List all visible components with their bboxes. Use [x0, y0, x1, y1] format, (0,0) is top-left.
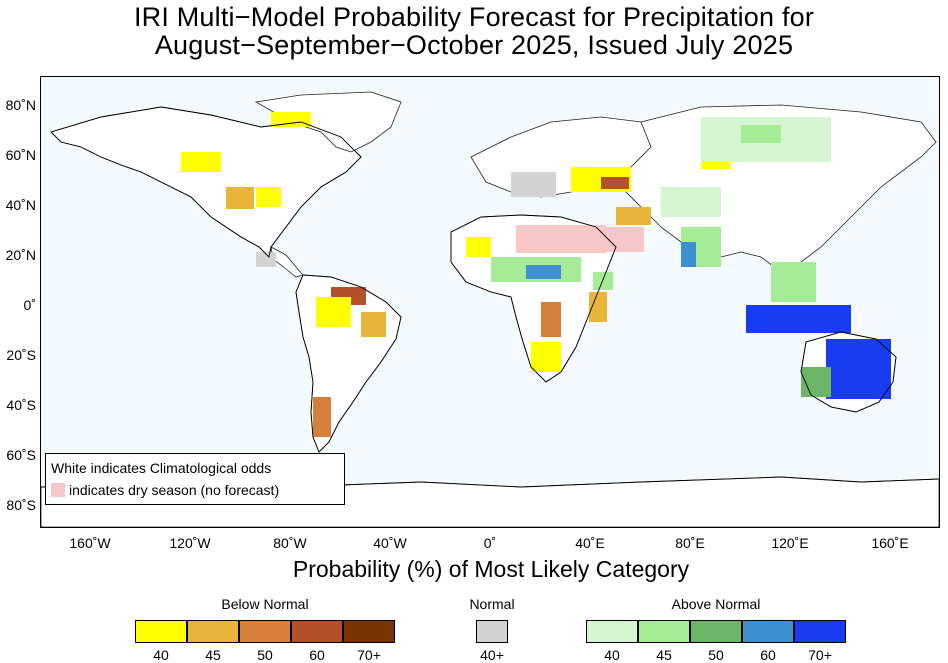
normal-title: Normal — [469, 596, 515, 612]
lat-label-80n: 80˚N — [5, 97, 36, 113]
below-label-60: 60 — [309, 647, 325, 663]
legend-climatological-text: White indicates Climatological odds — [51, 460, 272, 476]
below-africa-central — [541, 302, 561, 337]
below-east-africa — [589, 292, 607, 322]
lat-label-20n: 20˚N — [5, 247, 36, 263]
above-east-africa — [593, 272, 613, 290]
below-label-70: 70+ — [357, 647, 381, 663]
forecast-map — [40, 76, 940, 528]
above-siberia-2 — [741, 125, 781, 143]
normal-mexico — [256, 252, 276, 267]
below-us-west — [226, 187, 254, 209]
lon-label-40w: 40˚W — [373, 535, 407, 551]
dry-arabia — [589, 227, 644, 252]
lon-label-40e: 40˚E — [575, 535, 605, 551]
dry-season-areas — [516, 225, 644, 253]
lat-label-0: 0˚ — [23, 297, 36, 313]
normal-europe — [511, 172, 556, 197]
above-india-west — [681, 242, 696, 267]
lat-label-20s: 20˚S — [6, 347, 36, 363]
below-iran — [616, 207, 651, 225]
normal-label: 40+ — [480, 647, 504, 663]
above-label-50: 50 — [708, 647, 724, 663]
map-title-line2: August−September−October 2025, Issued Ju… — [154, 30, 794, 60]
below-swatch-60 — [291, 620, 343, 643]
above-label-40: 40 — [604, 647, 620, 663]
above-label-45: 45 — [656, 647, 672, 663]
below-normal-areas — [181, 112, 731, 437]
above-australia — [826, 339, 891, 399]
below-label-45: 45 — [205, 647, 221, 663]
lon-label-120e: 120˚E — [771, 535, 809, 551]
colorbar-title: Probability (%) of Most Likely Category — [292, 556, 690, 582]
above-southeast-asia — [771, 262, 816, 302]
map-title-line1: IRI Multi−Model Probability Forecast for… — [133, 2, 815, 32]
above-normal-areas — [491, 117, 891, 399]
lat-label-40n: 40˚N — [5, 197, 36, 213]
above-central-asia — [661, 187, 721, 217]
above-swatch-45 — [638, 620, 690, 643]
legend-dry-season-text: indicates dry season (no forecast) — [69, 482, 280, 498]
below-west-africa — [466, 237, 491, 257]
below-canada — [181, 152, 221, 172]
lat-label-60n: 60˚N — [5, 147, 36, 163]
below-greenland — [271, 112, 311, 127]
lat-label-80s: 80˚S — [6, 497, 36, 513]
above-label-60: 60 — [760, 647, 776, 663]
below-swatch-45 — [187, 620, 239, 643]
lat-label-40s: 40˚S — [6, 397, 36, 413]
lon-label-80e: 80˚E — [675, 535, 705, 551]
above-sahel-core — [526, 265, 561, 279]
above-normal-title: Above Normal — [671, 596, 761, 612]
below-amazon — [316, 297, 351, 327]
lon-label-0: 0˚ — [483, 535, 497, 551]
above-indonesia — [746, 305, 851, 333]
above-australia-south — [801, 367, 831, 397]
lon-label-160e: 160˚E — [871, 535, 909, 551]
above-swatch-70 — [794, 620, 846, 643]
lon-label-120w: 120˚W — [169, 535, 211, 551]
below-russia-south — [601, 177, 629, 189]
below-argentina — [313, 397, 331, 437]
lat-label-60s: 60˚S — [6, 447, 36, 463]
above-swatch-60 — [742, 620, 794, 643]
legend-dry-season-row: indicates dry season (no forecast) — [51, 482, 279, 498]
below-us-central — [256, 187, 281, 207]
below-swatch-40 — [135, 620, 187, 643]
normal-areas — [256, 172, 556, 267]
below-label-40: 40 — [153, 647, 169, 663]
above-swatch-50 — [690, 620, 742, 643]
below-africa-south — [531, 342, 561, 372]
forecast-map-canvas — [41, 91, 939, 527]
below-label-50: 50 — [257, 647, 273, 663]
above-label-70: 70+ — [808, 647, 832, 663]
below-brazil-east — [361, 312, 386, 337]
below-normal-title: Below Normal — [221, 596, 309, 612]
greenland-land — [254, 91, 402, 153]
normal-swatch — [476, 620, 508, 643]
landmasses — [41, 91, 939, 527]
map-legend: White indicates Climatological odds indi… — [45, 453, 345, 505]
above-swatch-40 — [586, 620, 638, 643]
lon-label-80w: 80˚W — [273, 535, 307, 551]
dry-season-swatch — [51, 483, 65, 497]
lon-label-160w: 160˚W — [69, 535, 111, 551]
below-swatch-50 — [239, 620, 291, 643]
below-swatch-70 — [343, 620, 395, 643]
